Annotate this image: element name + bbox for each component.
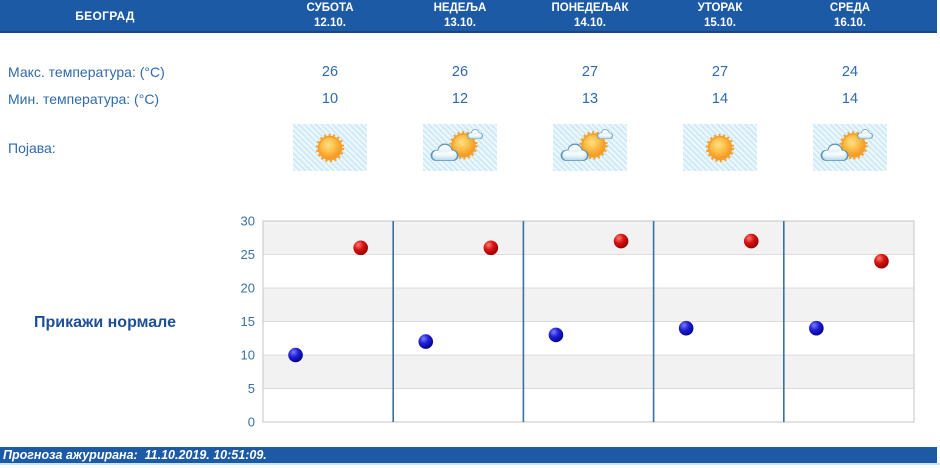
min-temp-value: 13: [581, 91, 599, 107]
day-date: 14.10.: [574, 16, 606, 29]
max-temp-value: 27: [581, 64, 599, 80]
weather-partly-cloudy-icon: [558, 127, 622, 169]
footer-bar: Прогноза ажурирана: 11.10.2019. 10:51:09…: [0, 447, 937, 463]
weather-icon-box: [553, 124, 627, 171]
forecast-updated-text: Прогноза ажурирана: 11.10.2019. 10:51:09…: [3, 448, 267, 462]
svg-text:0: 0: [248, 415, 255, 430]
max-temp-value: 26: [321, 64, 339, 80]
day-name: НЕДЕЉА: [433, 2, 487, 15]
min-temp-value: 14: [841, 91, 859, 107]
weather-partly-cloudy-icon: [428, 127, 492, 169]
max-temp-value: 26: [451, 64, 469, 80]
min-temp-row: Мин. температура: (°C) 10 12 13 14 14: [0, 86, 937, 112]
weather-icon-box: [813, 124, 887, 171]
day-date: 15.10.: [704, 16, 736, 29]
weather-partly-cloudy-icon: [818, 127, 882, 169]
svg-text:5: 5: [248, 381, 255, 396]
day-header-wednesday: СРЕДА 16.10.: [785, 1, 915, 30]
forecast-header-bar: БЕОГРАД СУБОТА 12.10. НЕДЕЉА 13.10. ПОНЕ…: [0, 0, 937, 33]
bottom-divider: [0, 463, 940, 465]
weather-sunny-icon: [298, 127, 362, 169]
show-normals-button[interactable]: Прикажи нормале: [34, 314, 177, 331]
min-temp-label: Мин. температура: (°C): [8, 91, 160, 107]
day-name: УТОРАК: [697, 2, 743, 15]
max-temp-label: Макс. температура: (°C): [8, 64, 165, 80]
svg-text:30: 30: [241, 214, 255, 229]
weather-sunny-icon: [688, 127, 752, 169]
day-header-tuesday: УТОРАК 15.10.: [655, 1, 785, 30]
weather-icon-box: [293, 124, 367, 171]
day-date: 16.10.: [834, 16, 866, 29]
appearance-label: Појава:: [8, 139, 56, 156]
day-header-saturday: СУБОТА 12.10.: [265, 1, 395, 30]
city-title: БЕОГРАД: [75, 8, 135, 23]
max-temp-value: 24: [841, 64, 859, 80]
svg-text:25: 25: [241, 247, 255, 262]
day-date: 12.10.: [314, 16, 346, 29]
svg-text:15: 15: [241, 314, 255, 329]
min-temp-value: 14: [711, 91, 729, 107]
temperature-chart: 0 5 10 15 20 25 30: [241, 214, 915, 430]
max-temp-row: Макс. температура: (°C) 26 26 27 27 24: [0, 59, 937, 85]
day-header-monday: ПОНЕДЕЉАК 14.10.: [525, 1, 655, 30]
day-name: СУБОТА: [306, 2, 354, 15]
day-name: ПОНЕДЕЉАК: [551, 2, 629, 15]
weather-icon-box: [423, 124, 497, 171]
day-header-sunday: НЕДЕЉА 13.10.: [395, 1, 525, 30]
svg-text:20: 20: [241, 281, 255, 296]
appearance-row: Појава:: [0, 124, 937, 171]
max-temp-value: 27: [711, 64, 729, 80]
day-date: 13.10.: [444, 16, 476, 29]
weather-icon-box: [683, 124, 757, 171]
min-temp-value: 10: [321, 91, 339, 107]
day-name: СРЕДА: [829, 2, 871, 15]
min-temp-value: 12: [451, 91, 469, 107]
svg-text:10: 10: [241, 348, 255, 363]
